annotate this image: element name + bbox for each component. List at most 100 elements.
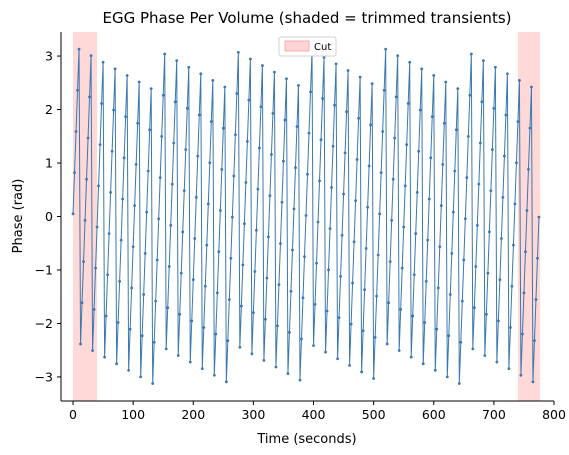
data-point bbox=[516, 120, 520, 123]
data-point bbox=[522, 291, 526, 295]
data-point bbox=[113, 67, 117, 71]
data-point bbox=[142, 293, 146, 296]
data-point bbox=[429, 156, 433, 160]
data-point bbox=[148, 128, 152, 132]
data-point bbox=[358, 75, 362, 79]
data-point bbox=[303, 255, 306, 259]
data-point bbox=[85, 177, 88, 181]
data-point bbox=[322, 55, 326, 59]
x-axis-label: Time (seconds) bbox=[256, 432, 356, 447]
data-point bbox=[397, 349, 401, 352]
y-tick-label: 1 bbox=[45, 156, 53, 171]
data-point bbox=[321, 97, 324, 100]
data-point bbox=[423, 321, 427, 324]
data-point bbox=[247, 98, 251, 102]
data-point bbox=[118, 279, 122, 283]
data-point bbox=[229, 256, 233, 260]
data-point bbox=[214, 332, 218, 336]
data-point bbox=[167, 265, 171, 268]
data-point bbox=[224, 380, 228, 384]
data-point bbox=[324, 350, 327, 354]
data-point bbox=[478, 141, 482, 145]
data-point bbox=[184, 148, 188, 151]
data-point bbox=[342, 192, 345, 196]
data-point bbox=[251, 311, 255, 315]
data-point bbox=[301, 296, 305, 300]
data-point bbox=[88, 95, 91, 99]
data-point bbox=[435, 327, 439, 331]
data-point bbox=[487, 230, 491, 234]
chart-title: EGG Phase Per Volume (shaded = trimmed t… bbox=[103, 9, 512, 27]
legend-label-cut: Cut bbox=[314, 42, 331, 53]
data-point bbox=[250, 352, 254, 356]
data-point bbox=[143, 251, 147, 255]
data-point bbox=[211, 79, 215, 82]
data-point bbox=[382, 88, 386, 92]
data-point bbox=[112, 108, 116, 112]
x-ticks: 0 100 200 300 400 500 600 700 800 bbox=[69, 401, 566, 422]
data-point bbox=[279, 242, 282, 245]
data-point bbox=[524, 250, 527, 254]
data-point bbox=[107, 232, 111, 235]
data-point bbox=[483, 354, 487, 357]
data-point bbox=[403, 184, 407, 188]
data-point bbox=[83, 219, 87, 222]
data-point bbox=[490, 148, 494, 151]
data-point bbox=[515, 161, 518, 165]
data-point bbox=[433, 368, 437, 372]
data-point bbox=[534, 298, 538, 301]
data-point bbox=[388, 260, 392, 263]
data-point bbox=[294, 166, 297, 170]
y-axis-label: Phase (rad) bbox=[11, 179, 26, 254]
data-point bbox=[170, 182, 174, 186]
data-point bbox=[202, 326, 206, 329]
data-point bbox=[417, 149, 421, 153]
data-point bbox=[283, 118, 287, 122]
data-point bbox=[475, 223, 479, 227]
data-point bbox=[469, 52, 473, 56]
data-point bbox=[375, 294, 379, 298]
data-point bbox=[73, 171, 76, 175]
legend-swatch-cut bbox=[284, 40, 310, 52]
data-point bbox=[181, 230, 185, 234]
data-point bbox=[291, 248, 294, 252]
data-point bbox=[89, 54, 93, 58]
data-point bbox=[82, 260, 85, 263]
data-point bbox=[297, 83, 300, 87]
data-point bbox=[130, 286, 134, 290]
data-point bbox=[91, 349, 94, 352]
data-point bbox=[442, 121, 446, 125]
data-point bbox=[414, 232, 418, 235]
data-point bbox=[406, 102, 410, 105]
data-point bbox=[164, 347, 168, 351]
data-point bbox=[271, 111, 275, 115]
data-point bbox=[468, 93, 472, 97]
data-point bbox=[339, 275, 342, 278]
data-point bbox=[145, 210, 149, 214]
data-point bbox=[191, 278, 195, 282]
data-point bbox=[230, 215, 234, 219]
x-tick-label: 500 bbox=[362, 407, 386, 422]
data-point bbox=[226, 339, 230, 343]
data-point bbox=[527, 167, 530, 171]
data-point bbox=[367, 164, 371, 168]
data-point bbox=[194, 195, 198, 199]
data-point bbox=[465, 176, 469, 179]
data-point bbox=[285, 77, 288, 81]
data-point bbox=[424, 279, 428, 283]
data-point bbox=[188, 360, 192, 364]
data-point bbox=[498, 278, 502, 282]
data-point bbox=[282, 159, 285, 163]
data-point bbox=[484, 312, 488, 316]
data-point bbox=[149, 87, 153, 91]
y-tick-label: −3 bbox=[35, 369, 53, 384]
data-point bbox=[370, 82, 374, 86]
data-point bbox=[486, 271, 490, 275]
data-point bbox=[480, 100, 484, 104]
data-point bbox=[137, 80, 141, 84]
data-point bbox=[116, 321, 120, 324]
data-point bbox=[221, 126, 225, 130]
data-point bbox=[109, 191, 112, 194]
data-point bbox=[239, 304, 243, 308]
